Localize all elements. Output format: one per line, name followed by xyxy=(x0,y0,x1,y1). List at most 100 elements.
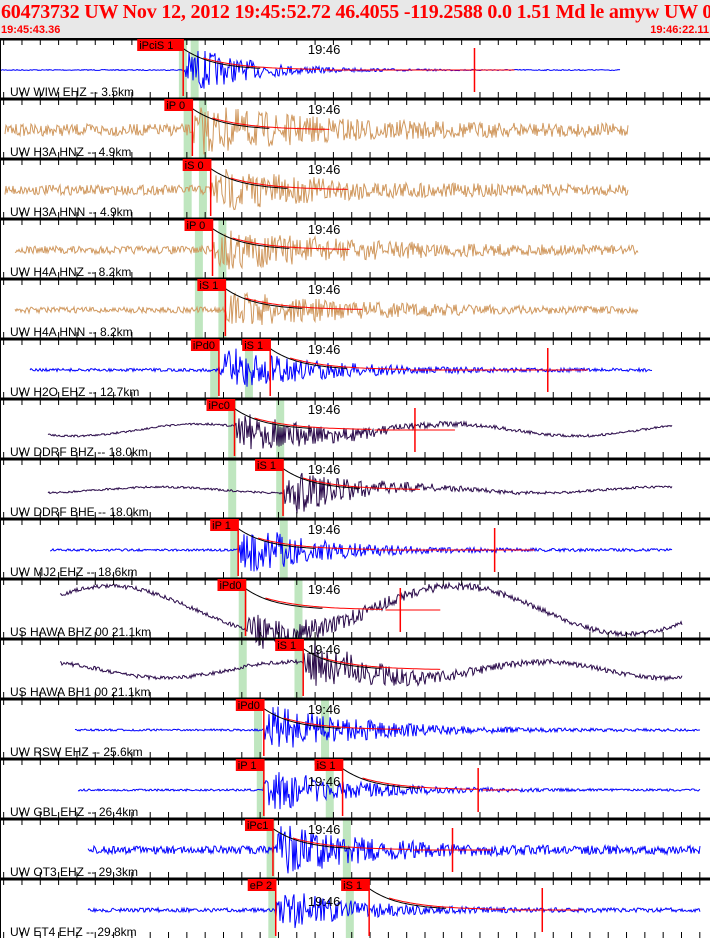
coda-fit-line xyxy=(212,117,330,130)
phase-pick[interactable]: iPc0 xyxy=(206,399,236,456)
trace-row[interactable]: 19:46 iS 1 UW DDRF BHE -- 18.0km xyxy=(0,457,710,519)
phase-label-box xyxy=(242,339,271,351)
channel-label: US HAWA BH1 00 21.1km xyxy=(10,685,151,699)
predicted-s-band xyxy=(325,758,334,818)
trace-row[interactable]: 19:46 iP 1 UW MJ2 EHZ -- 18.6km xyxy=(0,517,710,579)
phase-label-box xyxy=(235,699,264,711)
phase-pick[interactable]: iPc1 xyxy=(244,819,274,876)
phase-label-box xyxy=(247,879,276,891)
phase-label-box xyxy=(137,39,184,51)
phase-pick[interactable]: iS 1 xyxy=(275,639,304,696)
minute-label: 19:46 xyxy=(308,342,341,357)
trace-panel[interactable]: 19:46 iPciS 1 UW WIW EHZ -- 3.5km 19:46 iP 0… xyxy=(0,38,710,938)
phase-pick[interactable]: iPd0 xyxy=(190,339,220,396)
phase-pick[interactable]: iPd0 xyxy=(235,699,265,756)
predicted-s-band xyxy=(294,578,303,638)
channel-label: UW H4A HNZ -- 8.2km xyxy=(10,265,131,279)
coda-curve xyxy=(200,159,288,189)
window-end-time: 19:46:22.11 xyxy=(650,24,709,36)
phase-label: eP 2 xyxy=(250,880,272,892)
predicted-s-band xyxy=(279,518,288,578)
trace-row[interactable]: 19:46 iS 1 UW H4A HNN -- 8.2km xyxy=(0,277,710,339)
phase-label: iS 1 xyxy=(199,280,218,292)
trace-row[interactable]: 19:46 eP 2 iS 1 UW ET4 EHZ -- 29.8km xyxy=(0,877,710,938)
channel-label: UW RSW EHZ -- 25.6km xyxy=(10,745,143,759)
phase-pick[interactable]: iS 1 xyxy=(341,879,370,936)
phase-label: iS 1 xyxy=(244,340,263,352)
trace-row[interactable]: 19:46 iS 0 UW H3A HNN -- 4.9km xyxy=(0,157,710,219)
phase-label-box xyxy=(314,759,343,771)
phase-label-box xyxy=(255,459,284,471)
phase-pick[interactable]: iS 0 xyxy=(182,159,212,216)
predicted-p-band xyxy=(194,278,203,338)
phase-label-box xyxy=(206,399,235,411)
coda-fit-line xyxy=(230,177,348,190)
phase-pick[interactable]: iPciS 1 xyxy=(137,39,184,96)
phase-label: iP 1 xyxy=(212,520,231,532)
coda-curve xyxy=(224,399,312,429)
trace-row[interactable]: 19:46 iPciS 1 UW WIW EHZ -- 3.5km xyxy=(0,38,710,99)
phase-label: iS 1 xyxy=(317,760,336,772)
coda-curve xyxy=(227,519,316,549)
phase-pick[interactable]: iS 1 xyxy=(242,339,271,396)
predicted-p-band xyxy=(194,218,203,278)
phase-label-box xyxy=(341,879,370,891)
waveform xyxy=(74,706,701,748)
trace-row[interactable]: 19:46 iPc1 UW OT3 EHZ -- 29.3km xyxy=(0,817,710,879)
trace-row[interactable]: 19:46 iS 1 US HAWA BH1 00 21.1km xyxy=(0,637,710,699)
coda-fit-line xyxy=(254,417,372,430)
phase-pick[interactable]: iS 1 xyxy=(197,279,227,336)
phase-pick[interactable]: iP 1 xyxy=(235,759,265,816)
predicted-p-band xyxy=(238,578,247,638)
waveform xyxy=(14,230,639,270)
phase-label: iPc1 xyxy=(247,820,268,832)
predicted-p-band xyxy=(228,398,237,458)
coda-curve xyxy=(235,579,323,609)
phase-pick[interactable]: iP 0 xyxy=(184,219,214,276)
channel-label: UW H4A HNN -- 8.2km xyxy=(10,325,133,339)
phase-pick[interactable]: iP 1 xyxy=(210,519,239,576)
channel-label: UW H2O EHZ -- 12.7km xyxy=(10,385,139,399)
minute-label: 19:46 xyxy=(308,42,341,57)
channel-label: US HAWA BHZ 00 21.1km xyxy=(10,625,151,639)
minute-label: 19:46 xyxy=(308,822,341,837)
coda-curve xyxy=(202,219,290,249)
minute-label: 19:46 xyxy=(308,402,341,417)
coda-curve xyxy=(182,99,270,129)
phase-label: iS 0 xyxy=(185,160,204,172)
coda-curve xyxy=(259,339,348,369)
predicted-s-band xyxy=(321,698,330,758)
coda-curve xyxy=(292,639,381,669)
trace-row[interactable]: 19:46 iP 1 iS 1 UW GBL EHZ -- 26.4km xyxy=(0,757,710,819)
trace-row[interactable]: 19:46 iPd0 UW RSW EHZ -- 25.6km xyxy=(0,697,710,759)
phase-pick[interactable]: eP 2 xyxy=(247,879,277,936)
channel-label: UW H3A HNZ -- 4.9km xyxy=(10,145,131,159)
phase-label: iS 1 xyxy=(343,880,362,892)
waveform xyxy=(14,291,639,326)
coda-fit-line xyxy=(292,837,410,850)
trace-row[interactable]: 19:46 iPd0 US HAWA BHZ 00 21.1km xyxy=(0,577,710,649)
channel-label: UW MJ2 EHZ -- 18.6km xyxy=(10,565,137,579)
predicted-p-band xyxy=(268,878,277,938)
trace-row[interactable]: 19:46 iPc0 UW DDRF BHZ -- 18.0km xyxy=(0,397,710,459)
trace-row[interactable]: 19:46 iP 0 UW H4A HNZ -- 8.2km xyxy=(0,217,710,279)
window-start-time: 19:45:43.36 xyxy=(1,24,61,36)
coda-fit-line xyxy=(245,297,363,310)
phase-pick[interactable]: iP 0 xyxy=(164,99,194,156)
coda-fit-line xyxy=(265,597,383,610)
phase-pick[interactable]: iPd0 xyxy=(217,579,247,636)
phase-pick[interactable]: iS 1 xyxy=(314,759,344,816)
phase-label: iS 1 xyxy=(257,460,276,472)
minute-label: 19:46 xyxy=(308,894,341,909)
phase-label: iP 1 xyxy=(238,760,257,772)
phase-label-box xyxy=(217,579,246,591)
phase-pick[interactable]: iS 1 xyxy=(255,459,284,516)
channel-label: UW DDRF BHE -- 18.0km xyxy=(10,505,149,519)
phase-label-box xyxy=(235,759,264,771)
trace-row[interactable]: 19:46 iP 0 UW H3A HNZ -- 4.9km xyxy=(0,97,710,159)
channel-label: UW DDRF BHZ -- 18.0km xyxy=(10,445,148,459)
minute-label: 19:46 xyxy=(308,642,341,657)
trace-row[interactable]: 19:46 iPd0 iS 1 UW H2O EHZ -- 12.7km xyxy=(0,337,710,399)
waveform xyxy=(87,825,701,874)
coda-fit-line xyxy=(283,717,401,730)
